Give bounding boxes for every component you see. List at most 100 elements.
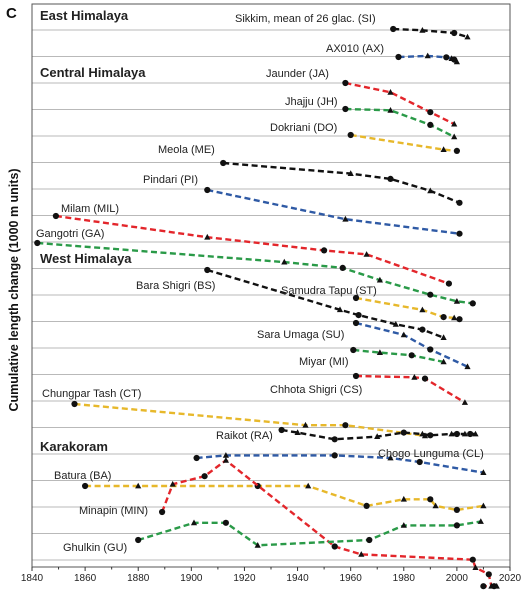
data-point-circle <box>34 240 40 246</box>
x-tick-label: 1860 <box>74 573 97 584</box>
series-label: Bara Shigri (BS) <box>136 280 215 292</box>
data-point-circle <box>356 312 362 318</box>
data-point-circle <box>350 347 356 353</box>
series-line <box>207 270 443 338</box>
series-label: Meola (ME) <box>158 144 215 156</box>
x-tick-label: 1900 <box>180 573 203 584</box>
data-point-circle <box>443 54 449 60</box>
data-point-circle <box>194 455 200 461</box>
data-point-circle <box>456 316 462 322</box>
x-tick-label: 1940 <box>286 573 309 584</box>
series-5 <box>220 160 463 206</box>
series-6 <box>204 187 462 237</box>
data-point-circle <box>409 352 415 358</box>
data-point-circle <box>204 267 210 273</box>
data-point-circle <box>332 543 338 549</box>
data-point-circle <box>427 346 433 352</box>
data-point-circle <box>456 231 462 237</box>
region-label-west-himalaya: West Himalaya <box>40 251 132 266</box>
series-label: Samudra Tapu (ST) <box>281 285 377 297</box>
series-8 <box>34 240 476 307</box>
data-point-circle <box>390 26 396 32</box>
data-point-circle <box>427 109 433 115</box>
data-point-circle <box>451 30 457 36</box>
series-label: Dokriani (DO) <box>270 122 337 134</box>
panel-letter: C <box>6 5 17 22</box>
data-point-circle <box>395 54 401 60</box>
series-13 <box>353 373 468 405</box>
series-0 <box>390 26 471 40</box>
data-point-circle <box>366 537 372 543</box>
series-label: Minapin (MIN) <box>79 505 148 517</box>
series-label: Chhota Shigri (CS) <box>270 384 362 396</box>
series-19 <box>135 518 484 548</box>
data-point-triangle <box>462 399 468 405</box>
series-label: Chogo Lunguma (CL) <box>378 448 484 460</box>
x-tick-label: 1980 <box>393 573 416 584</box>
series-label: Raikot (RA) <box>216 430 273 442</box>
x-tick-label: 1840 <box>21 573 44 584</box>
series-label: Milam (MIL) <box>61 203 119 215</box>
series-label: Miyar (MI) <box>299 356 349 368</box>
data-point-triangle <box>401 332 407 338</box>
data-point-circle <box>135 537 141 543</box>
data-point-circle <box>82 483 88 489</box>
series-4 <box>348 132 460 154</box>
series-line <box>223 163 459 203</box>
data-point-circle <box>353 320 359 326</box>
data-point-circle <box>279 427 285 433</box>
data-point-circle <box>353 373 359 379</box>
data-point-circle <box>454 522 460 528</box>
series-labels: Sikkim, mean of 26 glac. (SI) AX010 (AX) J… <box>36 13 484 554</box>
series-label: Batura (BA) <box>54 470 111 482</box>
data-point-circle <box>446 281 452 287</box>
region-label-karakoram: Karakoram <box>40 439 108 454</box>
data-point-circle <box>427 292 433 298</box>
series-label: Gangotri (GA) <box>36 228 104 240</box>
data-point-circle <box>204 187 210 193</box>
data-point-circle <box>53 213 59 219</box>
x-tick-label: 1880 <box>127 573 150 584</box>
x-tick-label: 2020 <box>499 573 522 584</box>
data-point-triangle <box>223 457 229 463</box>
data-point-circle <box>401 430 407 436</box>
data-point-circle <box>470 557 476 563</box>
series-3 <box>342 106 457 139</box>
data-point-circle <box>486 571 492 577</box>
data-point-circle <box>454 507 460 513</box>
data-point-circle <box>454 431 460 437</box>
x-axis: 1840 1860 1880 1900 1920 1940 1960 1980 2000 2020 <box>21 567 522 584</box>
data-point-circle <box>427 496 433 502</box>
plot-frame <box>32 4 510 567</box>
series-line <box>345 109 454 137</box>
data-point-circle <box>470 300 476 306</box>
data-point-triangle <box>427 188 433 194</box>
series-2 <box>342 80 457 127</box>
region-label-central-himalaya: Central Himalaya <box>40 65 146 80</box>
data-point-circle <box>422 376 428 382</box>
x-tick-label: 2000 <box>446 573 469 584</box>
data-point-circle <box>342 106 348 112</box>
data-point-circle <box>456 200 462 206</box>
data-point-circle <box>223 520 229 526</box>
series-label: Sikkim, mean of 26 glac. (SI) <box>235 13 376 25</box>
data-point-circle <box>467 431 473 437</box>
data-point-circle <box>342 80 348 86</box>
data-point-circle <box>220 160 226 166</box>
series-label: Jhajju (JH) <box>285 96 338 108</box>
data-point-circle <box>441 314 447 320</box>
y-axis-label: Cumulative length change (1000 m units) <box>7 168 21 411</box>
series-label: Pindari (PI) <box>143 174 198 186</box>
data-point-circle <box>364 503 370 509</box>
series-7 <box>53 213 452 287</box>
series-label: Ghulkin (GU) <box>63 542 127 554</box>
series-1 <box>395 53 460 65</box>
data-point-circle <box>427 122 433 128</box>
data-point-circle <box>321 247 327 253</box>
data-point-circle <box>387 176 393 182</box>
data-point-circle <box>419 327 425 333</box>
data-point-circle <box>159 509 165 515</box>
data-point-circle <box>348 132 354 138</box>
series-line <box>356 323 468 367</box>
